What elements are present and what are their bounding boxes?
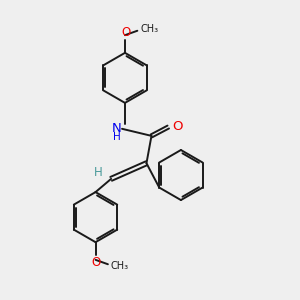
Text: O: O [172, 120, 182, 133]
Text: O: O [121, 26, 130, 39]
Text: O: O [92, 256, 101, 269]
Text: CH₃: CH₃ [111, 261, 129, 271]
Text: H: H [113, 132, 121, 142]
Text: H: H [94, 166, 102, 179]
Text: N: N [112, 122, 122, 135]
Text: CH₃: CH₃ [140, 24, 158, 34]
